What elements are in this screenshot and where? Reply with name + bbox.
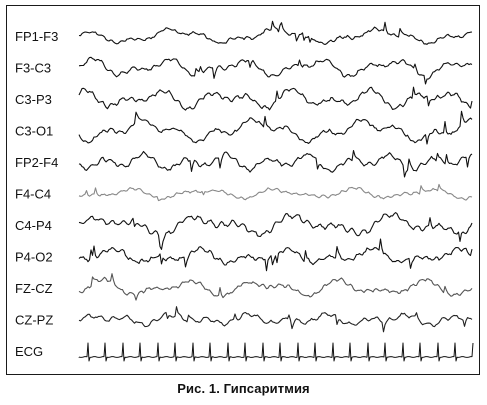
channel-label: FZ-CZ: [15, 281, 53, 296]
channel-label: FP1-F3: [15, 29, 58, 44]
ecg-trace: [78, 342, 474, 362]
eeg-trace: [78, 20, 473, 46]
channel-label: F4-C4: [15, 187, 51, 202]
eeg-trace: [78, 273, 473, 301]
channel-label: C3-O1: [15, 124, 53, 139]
eeg-trace: [78, 110, 473, 145]
eeg-trace: [78, 212, 473, 250]
eeg-recording: FP1-F3 F3-C3 C3-P3 C3-O1 FP2-F4 F4-C4 C4-P4 P4-…: [15, 20, 474, 362]
eeg-trace: [78, 86, 473, 111]
eeg-figure-frame: FP1-F3 F3-C3 C3-P3 C3-O1 FP2-F4 F4-C4 C4-P4 P4-…: [6, 5, 480, 375]
eeg-trace: [78, 56, 473, 85]
eeg-trace: [78, 183, 473, 202]
channel-label: CZ-PZ: [15, 313, 53, 328]
channel-label: FP2-F4: [15, 155, 58, 170]
channel-label: P4-O2: [15, 250, 53, 265]
channel-label: C3-P3: [15, 92, 52, 107]
eeg-trace: [78, 238, 473, 272]
channel-label: C4-P4: [15, 218, 52, 233]
channel-label: F3-C3: [15, 61, 51, 76]
figure-caption: Рис. 1. Гипсаритмия: [177, 381, 310, 396]
channel-label: ECG: [15, 344, 43, 359]
eeg-trace: [78, 149, 473, 178]
eeg-trace: [78, 306, 473, 333]
